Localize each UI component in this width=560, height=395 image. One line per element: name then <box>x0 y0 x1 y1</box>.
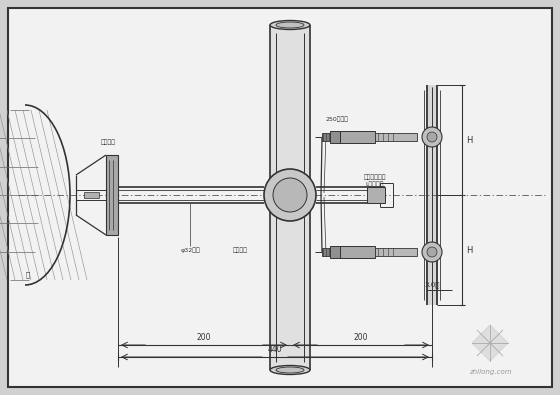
Bar <box>106 155 118 235</box>
Text: 3.0钢: 3.0钢 <box>424 281 440 288</box>
Bar <box>375 133 417 141</box>
Circle shape <box>427 247 437 257</box>
Bar <box>270 25 310 370</box>
Polygon shape <box>472 325 508 361</box>
Ellipse shape <box>276 367 304 373</box>
Bar <box>330 246 340 258</box>
Bar <box>322 133 330 141</box>
Bar <box>330 131 340 143</box>
Text: 200: 200 <box>197 333 211 342</box>
Ellipse shape <box>276 22 304 28</box>
Text: H: H <box>466 246 473 254</box>
Ellipse shape <box>270 21 310 30</box>
Circle shape <box>264 169 316 221</box>
Circle shape <box>273 178 307 212</box>
Text: 440: 440 <box>268 345 282 354</box>
Text: L调整螺栓: L调整螺栓 <box>366 181 384 187</box>
Bar <box>427 85 437 305</box>
Text: 不锈钢驳接爪: 不锈钢驳接爪 <box>364 175 386 180</box>
Bar <box>367 187 385 203</box>
Bar <box>375 248 417 256</box>
Circle shape <box>422 127 442 147</box>
Text: 铝合金框: 铝合金框 <box>100 139 115 145</box>
Ellipse shape <box>270 365 310 374</box>
Text: 墙: 墙 <box>26 272 30 278</box>
Circle shape <box>427 132 437 142</box>
Bar <box>84 192 99 198</box>
Text: zhilong.com: zhilong.com <box>469 369 511 375</box>
Text: 250驳接爪: 250驳接爪 <box>325 117 348 122</box>
Text: H: H <box>466 135 473 145</box>
Bar <box>340 131 375 143</box>
Circle shape <box>422 242 442 262</box>
Text: 200: 200 <box>354 333 368 342</box>
Text: 铝合金管: 铝合金管 <box>232 247 248 252</box>
Text: φ32钢管: φ32钢管 <box>180 247 200 252</box>
Bar <box>322 248 330 256</box>
Bar <box>340 246 375 258</box>
